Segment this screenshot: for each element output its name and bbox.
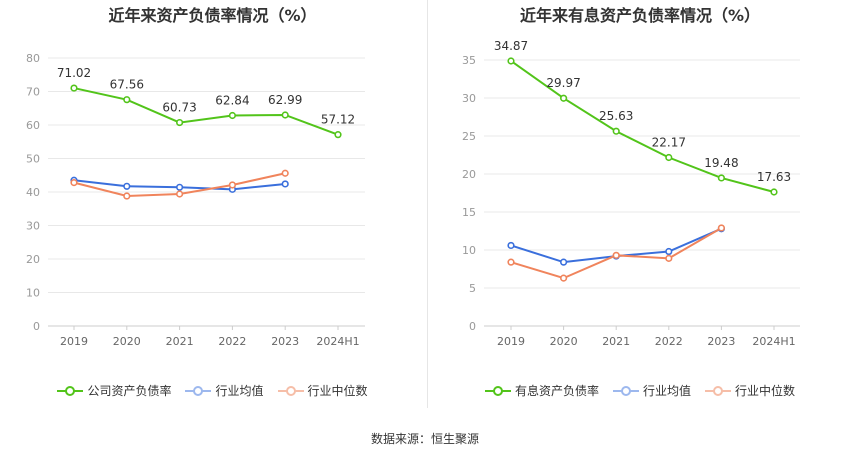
x-tick-label: 2020 <box>113 335 141 348</box>
legend-item-median[interactable]: 行业中位数 <box>277 382 368 399</box>
data-point <box>176 183 184 191</box>
legend-item-company[interactable]: 公司资产负债率 <box>57 382 171 399</box>
x-tick-label: 2022 <box>655 335 683 348</box>
data-label: 62.99 <box>268 93 302 107</box>
chart-title: 近年来有息资产负债率情况（%） <box>519 6 761 25</box>
legend-label: 行业均值 <box>642 384 691 398</box>
panel-divider <box>427 0 428 408</box>
legend-label: 行业中位数 <box>735 384 796 398</box>
data-point <box>560 258 568 266</box>
data-label: 25.63 <box>599 109 633 123</box>
x-tick-label: 2019 <box>60 335 88 348</box>
legend-label: 行业中位数 <box>307 384 368 398</box>
y-tick-label: 5 <box>469 282 476 295</box>
data-label: 57.12 <box>321 113 355 127</box>
legend-swatch-company <box>484 385 511 397</box>
legend-swatch-median <box>277 385 304 397</box>
data-point <box>665 153 673 162</box>
y-tick-label: 0 <box>33 320 40 333</box>
data-source: 数据来源：恒生聚源 <box>370 432 479 446</box>
data-point <box>717 174 726 182</box>
y-tick-label: 35 <box>462 54 476 67</box>
series-line <box>73 87 339 136</box>
legend-item-median[interactable]: 行业中位数 <box>705 382 795 399</box>
data-label: 67.56 <box>110 78 144 92</box>
y-tick-label: 25 <box>462 130 476 143</box>
right-chart-plot: 0 5 10 15 20 25 30 35 2019 2020 2021 2022 2023 2024H1… <box>462 39 800 348</box>
y-tick-label: 70 <box>26 86 40 99</box>
y-tick-label: 15 <box>462 206 476 219</box>
data-point <box>281 180 289 188</box>
data-label: 34.87 <box>494 39 528 53</box>
data-label: 62.84 <box>215 93 249 107</box>
legend-item-avg[interactable]: 行业均值 <box>612 382 691 399</box>
data-point <box>70 84 78 92</box>
x-tick-label: 2021 <box>602 335 630 348</box>
data-point <box>70 179 78 187</box>
data-point <box>228 181 236 189</box>
data-point <box>560 94 568 102</box>
data-point <box>123 192 131 200</box>
data-point <box>560 274 568 282</box>
chart-title: 近年来资产负债率情况（%） <box>108 6 317 25</box>
data-point <box>665 247 673 256</box>
y-tick-label: 30 <box>462 92 476 105</box>
legend-label: 行业均值 <box>215 384 264 398</box>
data-point <box>176 190 184 198</box>
data-point <box>612 251 620 259</box>
legend-item-company[interactable]: 有息资产负债率 <box>484 382 599 399</box>
data-point <box>717 224 726 232</box>
y-tick-label: 60 <box>26 119 40 132</box>
data-label: 22.17 <box>652 136 686 150</box>
y-tick-label: 40 <box>26 186 40 199</box>
data-point <box>176 118 184 127</box>
y-tick-label: 20 <box>26 253 40 266</box>
data-point <box>507 57 515 65</box>
x-tick-label: 2022 <box>218 335 246 348</box>
data-label: 19.48 <box>704 156 738 170</box>
x-tick-label: 2019 <box>497 335 525 348</box>
legend-label: 公司资产负债率 <box>87 384 172 398</box>
data-point <box>612 127 620 135</box>
series-line <box>510 60 775 193</box>
data-label: 60.73 <box>162 101 196 115</box>
right-chart-panel: 近年来有息资产负债率情况（%） 0 5 10 15 20 25 30 35 2019 2020 20… <box>430 0 850 410</box>
data-point <box>123 96 131 104</box>
x-tick-label: 2024H1 <box>316 335 359 348</box>
y-tick-label: 30 <box>26 220 40 233</box>
legend-swatch-avg <box>185 385 212 397</box>
data-point <box>507 258 515 266</box>
data-point <box>228 111 236 120</box>
data-point <box>770 188 778 196</box>
x-tick-label: 2023 <box>271 335 299 348</box>
data-label: 17.63 <box>757 170 791 184</box>
data-point <box>281 111 289 119</box>
y-tick-label: 20 <box>462 168 476 181</box>
data-label: 29.97 <box>546 76 580 90</box>
y-tick-label: 80 <box>26 52 40 65</box>
y-tick-label: 0 <box>469 320 476 333</box>
data-point <box>123 182 131 190</box>
data-point <box>507 241 515 250</box>
legend-swatch-median <box>705 385 731 397</box>
y-tick-label: 10 <box>26 287 40 300</box>
legend-swatch-avg <box>612 385 639 397</box>
data-label: 71.02 <box>57 66 91 80</box>
x-tick-label: 2023 <box>707 335 735 348</box>
x-tick-label: 2020 <box>550 335 578 348</box>
y-tick-label: 50 <box>26 153 40 166</box>
data-point <box>281 169 289 177</box>
left-chart-panel: 近年来资产负债率情况（%） 0 10 20 30 40 50 60 70 80 2019 2020 2… <box>0 0 425 410</box>
left-chart-plot: 0 10 20 30 40 50 60 70 80 2019 2020 2021 2022 2023 202… <box>26 52 365 348</box>
y-tick-label: 10 <box>462 244 476 257</box>
data-point <box>665 254 673 262</box>
right-chart-legend: 有息资产负债率 行业均值 行业中位数 <box>430 382 850 399</box>
data-point <box>334 131 342 139</box>
legend-label: 有息资产负债率 <box>514 384 599 398</box>
x-tick-label: 2024H1 <box>752 335 795 348</box>
legend-swatch-company <box>57 385 84 397</box>
left-chart-legend: 公司资产负债率 行业均值 行业中位数 <box>0 382 425 399</box>
legend-item-avg[interactable]: 行业均值 <box>185 382 264 399</box>
x-tick-label: 2021 <box>166 335 194 348</box>
